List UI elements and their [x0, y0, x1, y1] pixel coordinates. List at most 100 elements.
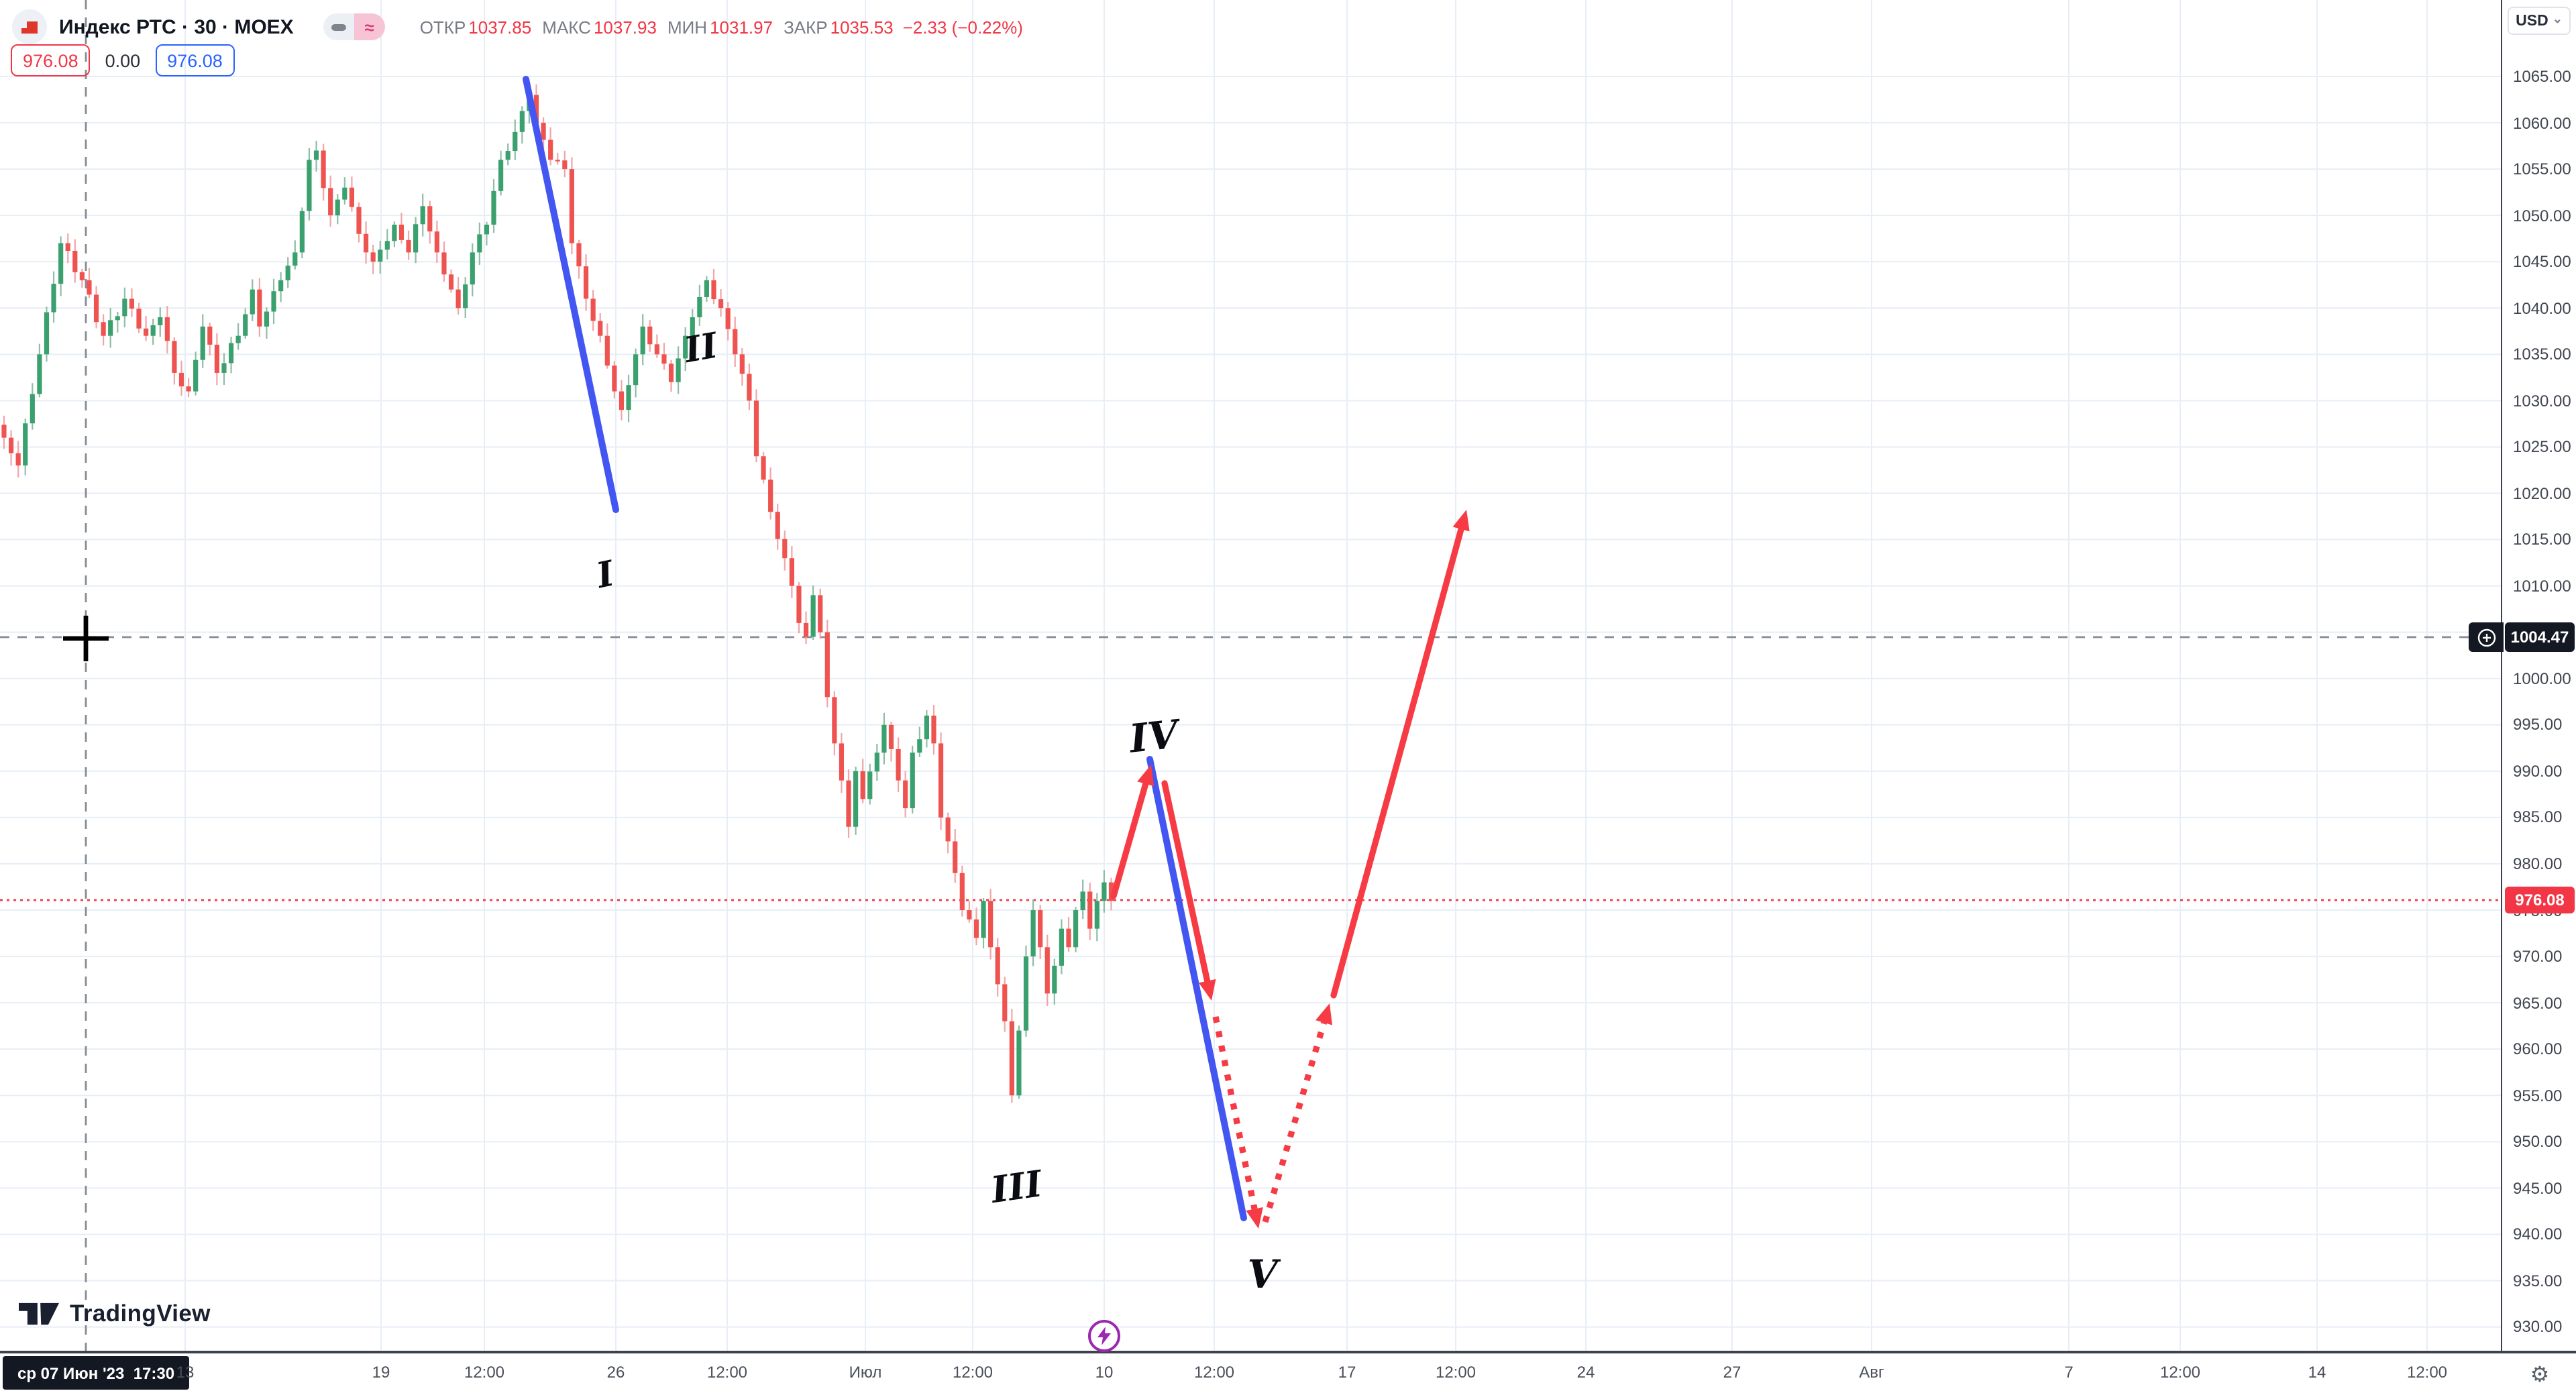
- candle[interactable]: [633, 354, 639, 386]
- candle[interactable]: [434, 231, 439, 253]
- candle[interactable]: [264, 311, 270, 327]
- candle[interactable]: [328, 188, 333, 216]
- arrow-down-from-IV[interactable]: [1161, 780, 1216, 1001]
- buy-price-box[interactable]: 976.08: [155, 44, 235, 76]
- wave-label-V[interactable]: V: [1247, 1251, 1281, 1297]
- candle[interactable]: [910, 752, 915, 809]
- candle[interactable]: [683, 335, 688, 359]
- sell-price-box[interactable]: 976.08: [11, 44, 91, 76]
- candle[interactable]: [278, 280, 284, 292]
- candle[interactable]: [370, 252, 376, 262]
- candle[interactable]: [193, 359, 199, 392]
- candle[interactable]: [427, 206, 433, 232]
- candle[interactable]: [953, 841, 958, 873]
- candle[interactable]: [178, 372, 184, 387]
- candle[interactable]: [1087, 891, 1093, 929]
- arrow-up-to-IV[interactable]: [1110, 765, 1155, 899]
- candle[interactable]: [505, 151, 511, 160]
- candle[interactable]: [321, 150, 326, 188]
- currency-selector[interactable]: USD ⌄: [2508, 7, 2571, 35]
- candle[interactable]: [1080, 891, 1085, 911]
- candle[interactable]: [23, 423, 28, 466]
- add-alert-plus-icon[interactable]: [2469, 622, 2504, 652]
- candle[interactable]: [576, 243, 582, 267]
- candle[interactable]: [413, 224, 419, 253]
- candle[interactable]: [995, 947, 1000, 985]
- candle[interactable]: [562, 160, 568, 170]
- candle[interactable]: [973, 919, 979, 938]
- candle[interactable]: [398, 224, 405, 240]
- candle[interactable]: [853, 771, 859, 827]
- price-axis[interactable]: USD ⌄ 1065.00 1060.00 1055.00 1050.00 1045.0…: [2469, 0, 2576, 1351]
- candle[interactable]: [285, 266, 290, 280]
- candle[interactable]: [640, 326, 645, 355]
- candle[interactable]: [37, 354, 42, 394]
- candle[interactable]: [583, 266, 589, 299]
- candle[interactable]: [186, 386, 191, 392]
- candle[interactable]: [1002, 984, 1008, 1021]
- lightning-event-icon[interactable]: [1088, 1320, 1120, 1352]
- candle[interactable]: [888, 724, 894, 749]
- candle[interactable]: [108, 320, 113, 336]
- candle[interactable]: [768, 480, 773, 512]
- candle[interactable]: [1059, 928, 1065, 966]
- candle[interactable]: [654, 344, 659, 355]
- candle[interactable]: [533, 95, 539, 123]
- candle[interactable]: [101, 322, 106, 336]
- candle[interactable]: [136, 309, 142, 329]
- candle[interactable]: [1073, 910, 1079, 948]
- candle[interactable]: [846, 780, 851, 827]
- candle[interactable]: [335, 199, 340, 216]
- candle[interactable]: [761, 456, 766, 480]
- candle[interactable]: [477, 234, 482, 253]
- data-mode-badge[interactable]: ≈: [323, 13, 385, 40]
- candle[interactable]: [15, 453, 21, 466]
- candle[interactable]: [392, 224, 397, 241]
- candle[interactable]: [619, 391, 625, 410]
- candle[interactable]: [200, 326, 205, 360]
- candle[interactable]: [158, 317, 163, 325]
- candle[interactable]: [711, 280, 716, 300]
- candle[interactable]: [1108, 882, 1114, 901]
- candle[interactable]: [406, 239, 411, 253]
- candle[interactable]: [604, 335, 610, 366]
- candle[interactable]: [228, 343, 234, 364]
- candle[interactable]: [420, 206, 425, 225]
- candle[interactable]: [378, 249, 383, 262]
- candle[interactable]: [803, 622, 809, 637]
- candle[interactable]: [782, 539, 788, 559]
- wave-label-II[interactable]: II: [680, 325, 722, 371]
- candle[interactable]: [58, 243, 64, 284]
- candles-series[interactable]: [1, 84, 1114, 1103]
- candle[interactable]: [668, 364, 674, 382]
- candle[interactable]: [455, 289, 461, 309]
- candle[interactable]: [299, 211, 305, 253]
- candle[interactable]: [867, 771, 873, 799]
- candle[interactable]: [1052, 965, 1057, 994]
- candle[interactable]: [1, 425, 7, 438]
- candle[interactable]: [51, 284, 56, 313]
- candle[interactable]: [569, 169, 574, 243]
- candle[interactable]: [313, 150, 319, 160]
- wave-1-line[interactable]: [523, 76, 619, 513]
- candle[interactable]: [87, 280, 92, 295]
- candle[interactable]: [704, 280, 710, 297]
- candle[interactable]: [292, 252, 298, 266]
- candle[interactable]: [810, 595, 816, 637]
- candle[interactable]: [243, 314, 248, 336]
- wave-label-I[interactable]: I: [592, 553, 619, 596]
- candle[interactable]: [753, 400, 759, 457]
- candle[interactable]: [441, 252, 447, 275]
- candle[interactable]: [342, 187, 347, 200]
- candle[interactable]: [931, 715, 936, 744]
- wave-label-III[interactable]: III: [987, 1162, 1046, 1211]
- candle[interactable]: [924, 715, 929, 740]
- candle[interactable]: [874, 752, 879, 772]
- candle[interactable]: [548, 140, 553, 160]
- candle[interactable]: [1023, 956, 1029, 1031]
- candle[interactable]: [1044, 947, 1050, 994]
- candle[interactable]: [356, 207, 362, 234]
- candle[interactable]: [164, 317, 170, 341]
